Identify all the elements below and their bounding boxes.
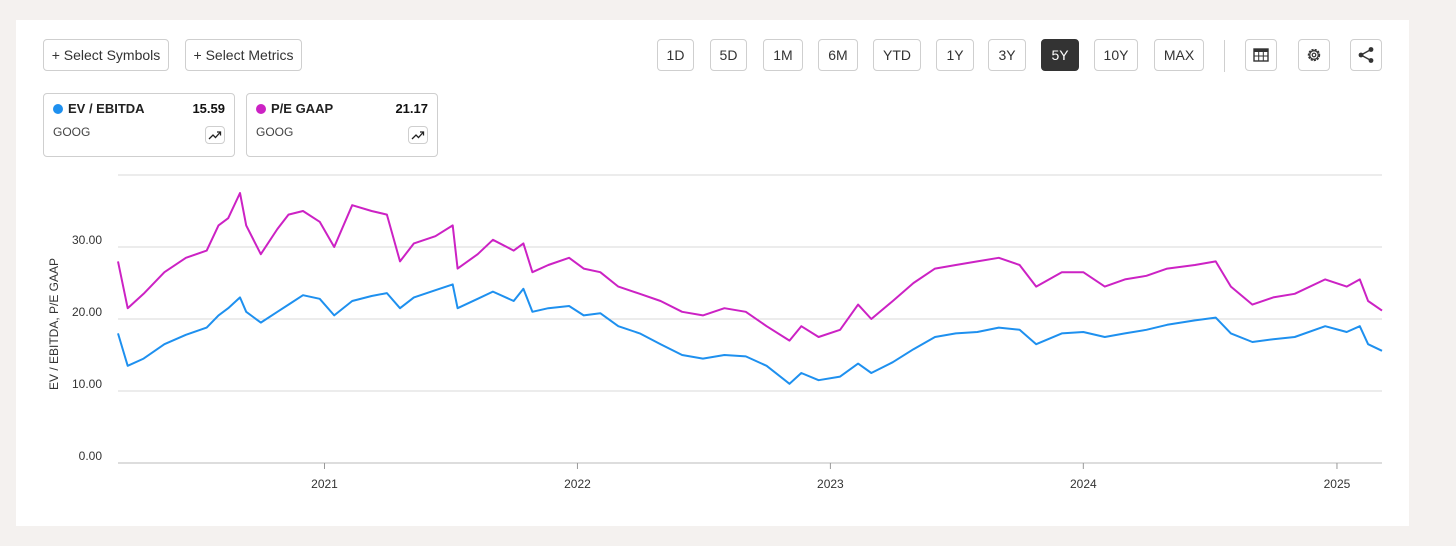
range-10y-button[interactable]: 10Y (1094, 39, 1138, 71)
range-1m-button[interactable]: 1M (763, 39, 803, 71)
range-6m-button[interactable]: 6M (818, 39, 858, 71)
x-tick-label: 2023 (817, 477, 844, 491)
toolbar-divider (1224, 40, 1225, 72)
table-view-button[interactable] (1245, 39, 1277, 71)
y-tick-label: 20.00 (72, 305, 102, 319)
x-tick-label: 2025 (1324, 477, 1351, 491)
metric-value: 15.59 (192, 101, 225, 116)
y-axis-label: EV / EBITDA, P/E GAAP (47, 258, 61, 390)
range-max-button[interactable]: MAX (1154, 39, 1204, 71)
settings-button[interactable] (1298, 39, 1330, 71)
range-1d-button[interactable]: 1D (657, 39, 694, 71)
range-3y-button[interactable]: 3Y (988, 39, 1026, 71)
x-tick-label: 2021 (311, 477, 338, 491)
metric-card-pe-gaap[interactable]: P/E GAAP 21.17 GOOG (246, 93, 438, 157)
metric-symbol: GOOG (256, 125, 294, 139)
settings-gear-icon (1307, 48, 1321, 62)
range-5d-button[interactable]: 5D (710, 39, 747, 71)
y-tick-label: 10.00 (72, 377, 102, 391)
metric-card-ev-ebitda[interactable]: EV / EBITDA 15.59 GOOG (43, 93, 235, 157)
trending-up-icon (411, 131, 425, 140)
range-1y-button[interactable]: 1Y (936, 39, 974, 71)
metric-name: EV / EBITDA (68, 101, 145, 116)
select-symbols-button[interactable]: + Select Symbols (43, 39, 169, 71)
line-chart: 0.00 10.00 20.00 30.00 2021 2022 2023 2024 2025 E… (47, 174, 1383, 491)
x-tick-label: 2024 (1070, 477, 1097, 491)
share-icon (1358, 47, 1374, 63)
series-color-dot (256, 104, 266, 114)
range-5y-button[interactable]: 5Y (1041, 39, 1079, 71)
series-line-ev-ebitda (117, 283, 1383, 385)
table-icon (1253, 48, 1269, 62)
series-color-dot (53, 104, 63, 114)
y-tick-label: 30.00 (72, 233, 102, 247)
trending-up-icon (208, 131, 222, 140)
x-tick-label: 2022 (564, 477, 591, 491)
metric-symbol: GOOG (53, 125, 91, 139)
metric-value: 21.17 (395, 101, 428, 116)
metric-name: P/E GAAP (271, 101, 334, 116)
chart-card: + Select Symbols + Select Metrics 1D 5D … (16, 20, 1409, 526)
share-button[interactable] (1350, 39, 1382, 71)
y-tick-label: 0.00 (79, 449, 103, 463)
select-metrics-button[interactable]: + Select Metrics (185, 39, 302, 71)
series-line-pe-gaap (117, 192, 1383, 342)
trend-chart-button[interactable] (408, 126, 428, 144)
range-ytd-button[interactable]: YTD (873, 39, 921, 71)
trend-chart-button[interactable] (205, 126, 225, 144)
